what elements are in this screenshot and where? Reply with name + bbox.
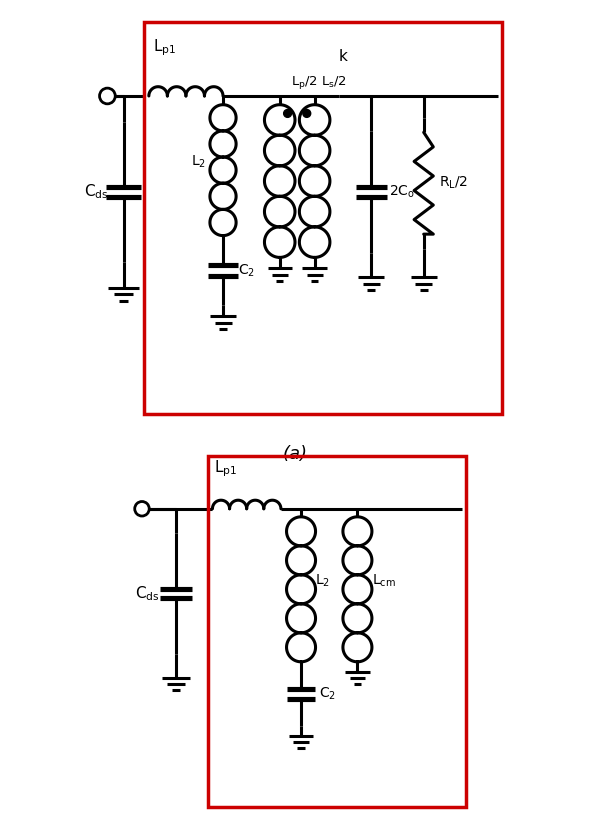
Circle shape xyxy=(135,502,149,516)
Bar xyxy=(208,456,466,807)
Text: $\mathrm{L_2}$: $\mathrm{L_2}$ xyxy=(315,573,330,590)
Text: $\mathrm{L_p/2}$: $\mathrm{L_p/2}$ xyxy=(291,75,317,91)
Text: $\mathrm{R_L/2}$: $\mathrm{R_L/2}$ xyxy=(439,175,468,191)
Text: $\mathrm{L_s/2}$: $\mathrm{L_s/2}$ xyxy=(321,76,347,91)
Text: $\mathrm{L_2}$: $\mathrm{L_2}$ xyxy=(192,154,206,169)
Circle shape xyxy=(284,110,291,117)
Circle shape xyxy=(303,110,311,117)
Text: $\mathrm{C_{ds}}$: $\mathrm{C_{ds}}$ xyxy=(135,584,159,602)
Text: $\mathrm{C_2}$: $\mathrm{C_2}$ xyxy=(319,685,336,702)
Circle shape xyxy=(100,88,115,104)
Bar xyxy=(145,22,502,414)
Text: $\mathrm{L_{cm}}$: $\mathrm{L_{cm}}$ xyxy=(372,573,395,590)
Text: $\mathrm{L_{p1}}$: $\mathrm{L_{p1}}$ xyxy=(153,38,176,58)
Text: $\mathrm{C_{ds}}$: $\mathrm{C_{ds}}$ xyxy=(84,183,109,201)
Text: $\mathrm{C_2}$: $\mathrm{C_2}$ xyxy=(238,263,255,279)
Text: (a): (a) xyxy=(283,445,307,463)
Text: k: k xyxy=(339,50,348,65)
Text: $\mathrm{2C_o}$: $\mathrm{2C_o}$ xyxy=(389,184,415,201)
Text: $\mathrm{L_{p1}}$: $\mathrm{L_{p1}}$ xyxy=(214,458,238,479)
